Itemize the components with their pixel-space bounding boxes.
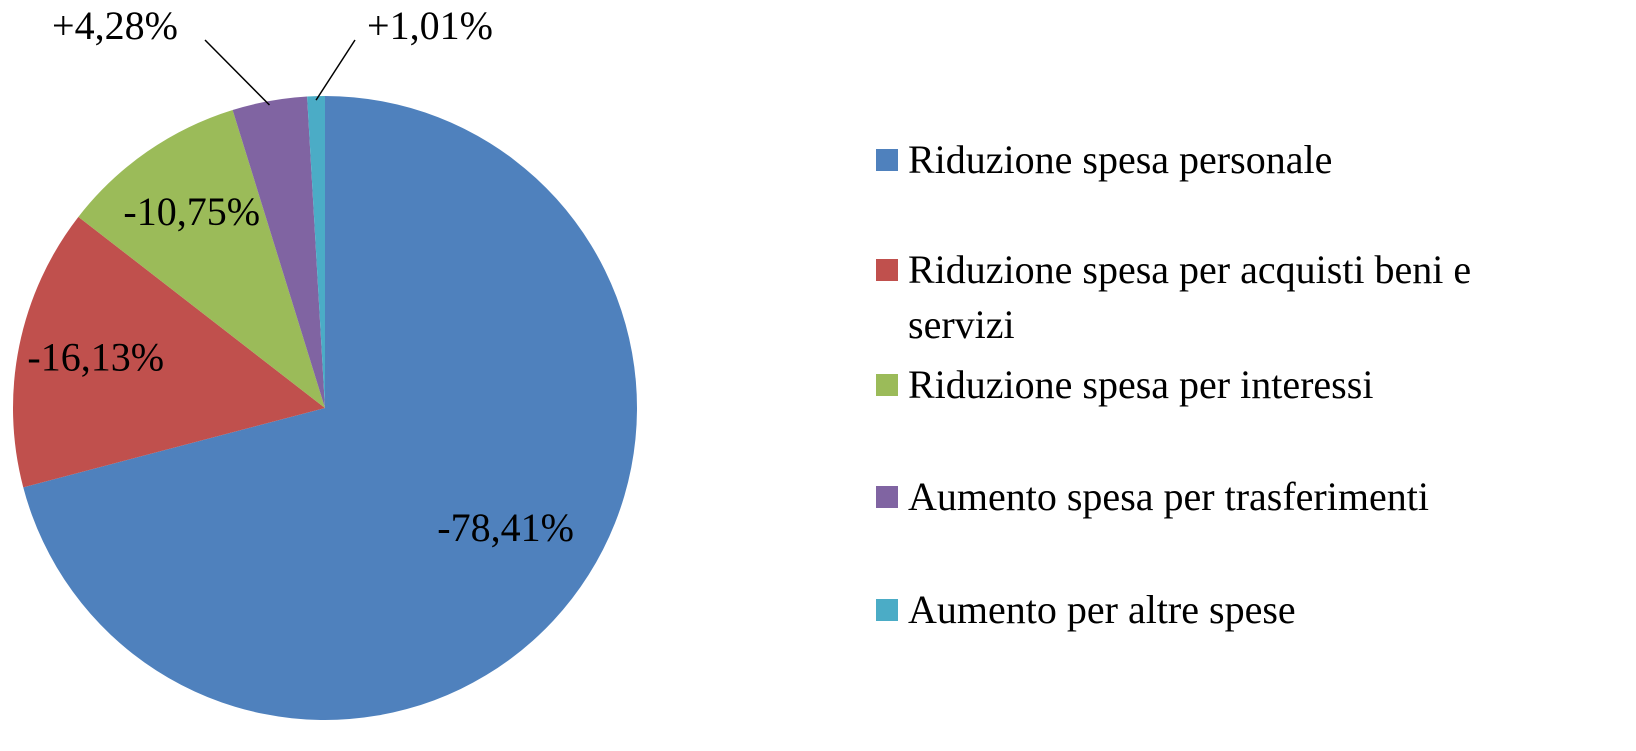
legend-label: Aumento per altre spese [908,587,1296,632]
legend-label: Aumento spesa per trasferimenti [908,474,1429,519]
pie-slice [78,109,326,409]
legend-swatch [876,374,898,396]
legend-swatch [876,149,898,171]
pie-slice [232,96,325,408]
data-label: -10,75% [123,189,260,234]
data-label: -16,13% [27,334,164,379]
legend-swatch [876,486,898,508]
legend-item: Riduzione spesa personale [876,132,1578,187]
pie-slice [307,96,325,408]
legend-label: Riduzione spesa personale [908,137,1333,182]
data-label: -78,41% [437,505,574,550]
legend-swatch [876,259,898,281]
legend-label: Riduzione spesa per acquisti beni e serv… [908,247,1472,347]
pie-slice [12,216,325,488]
chart: -78,41% -16,13% -10,75% +4,28% +1,01% [12,3,637,720]
legend-swatch [876,599,898,621]
data-label: +1,01% [367,3,493,48]
data-label: +4,28% [52,3,178,48]
legend-item: Riduzione spesa per interessi [876,357,1578,412]
legend-item: Aumento per altre spese [876,582,1578,637]
legend-label: Riduzione spesa per interessi [908,362,1374,407]
pie-slice [23,96,637,720]
leader-line [204,39,270,106]
leader-line [315,39,356,101]
legend-item: Aumento spesa per trasferimenti [876,469,1578,524]
legend-item: Riduzione spesa per acquisti beni e serv… [876,242,1578,352]
